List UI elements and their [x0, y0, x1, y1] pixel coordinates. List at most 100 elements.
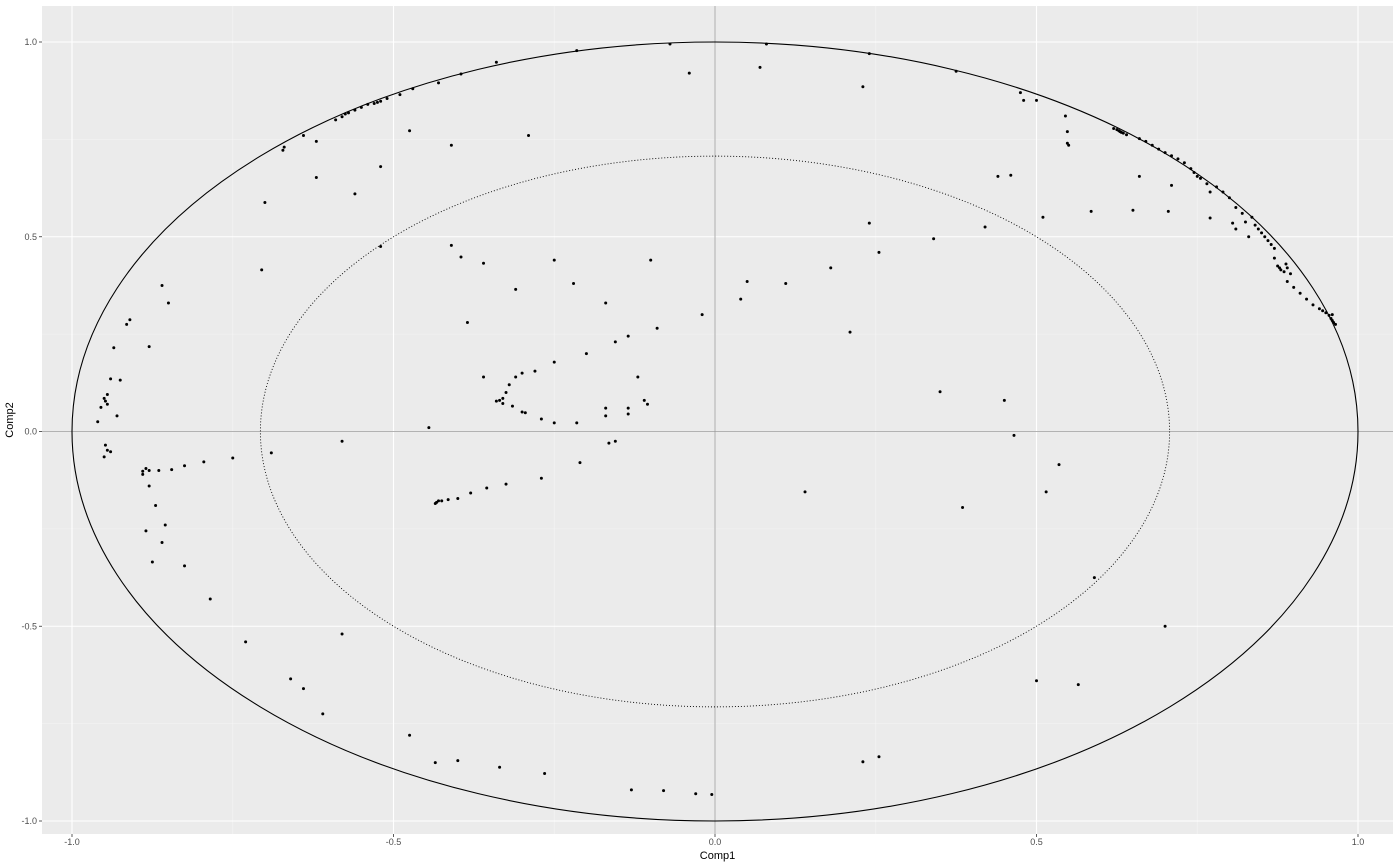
data-point [1150, 143, 1154, 147]
data-point [1279, 268, 1283, 272]
y-axis-ticks: -1.0 -0.5 0.0 0.5 1.0 [21, 37, 42, 826]
data-point [1221, 190, 1225, 194]
data-point [202, 460, 206, 464]
data-point [1157, 147, 1161, 151]
data-point [1260, 231, 1264, 235]
data-point [1208, 216, 1212, 220]
x-tick-label: -1.0 [64, 837, 80, 847]
data-point [1292, 285, 1296, 289]
data-point [1089, 209, 1093, 213]
unit-circle [71, 41, 1359, 822]
data-point [700, 313, 704, 317]
data-point [109, 450, 113, 454]
data-point [125, 322, 129, 326]
data-point [170, 468, 174, 472]
data-point [263, 200, 267, 204]
data-point [1256, 227, 1260, 231]
data-point [260, 268, 264, 272]
inner-dotted-circle [259, 155, 1171, 708]
data-point [533, 369, 537, 373]
data-point [1041, 215, 1045, 219]
data-point [183, 464, 187, 468]
data-point [282, 145, 286, 149]
data-point [1189, 167, 1193, 171]
data-point [366, 102, 370, 106]
data-point [1324, 311, 1328, 315]
data-point [160, 541, 164, 545]
data-point [437, 81, 441, 85]
data-point [1253, 223, 1257, 227]
data-point [552, 360, 556, 364]
y-tick-label: 0.0 [24, 427, 37, 437]
data-point [115, 414, 119, 418]
data-point [375, 100, 379, 104]
data-point [784, 281, 788, 285]
data-point [340, 115, 344, 119]
x-tick-label: 0.5 [1030, 837, 1043, 847]
data-point [128, 318, 132, 322]
data-point [398, 93, 402, 97]
data-point [446, 498, 450, 502]
data-point [163, 523, 167, 527]
x-tick-label: -0.5 [386, 837, 402, 847]
data-point [1288, 272, 1292, 276]
data-point [1285, 280, 1289, 284]
data-point [408, 733, 412, 737]
data-point [379, 165, 383, 169]
data-point [1125, 133, 1129, 137]
data-point [1231, 221, 1235, 225]
data-point [1012, 433, 1016, 437]
data-point [1092, 576, 1096, 580]
data-point [803, 490, 807, 494]
data-point [482, 261, 486, 265]
data-point [343, 112, 347, 116]
data-point [147, 345, 151, 349]
data-point [379, 99, 383, 103]
data-point [578, 461, 582, 465]
data-point [281, 148, 285, 152]
data-point [636, 375, 640, 379]
data-point [607, 441, 611, 445]
data-point [1137, 137, 1141, 141]
data-point [655, 326, 659, 330]
data-point [1198, 176, 1202, 180]
data-point [498, 398, 502, 402]
data-point [160, 283, 164, 287]
data-point [514, 287, 518, 291]
data-point [494, 399, 498, 403]
data-point [1067, 143, 1071, 147]
data-point [469, 491, 473, 495]
data-point [938, 390, 942, 394]
data-points [96, 42, 1337, 797]
data-point [1321, 309, 1325, 313]
data-point [539, 417, 543, 421]
data-point [1131, 208, 1135, 212]
plot-panel [42, 6, 1393, 834]
data-point [494, 60, 498, 64]
data-point [208, 597, 212, 601]
data-point [102, 455, 106, 459]
data-point [848, 330, 852, 334]
data-point [103, 399, 107, 403]
data-point [433, 761, 437, 765]
data-point [112, 346, 116, 350]
y-tick-label: 1.0 [24, 37, 37, 47]
data-point [411, 87, 415, 91]
data-point [520, 371, 524, 375]
data-point [314, 139, 318, 143]
data-point [1166, 209, 1170, 213]
data-point [440, 499, 444, 503]
data-point [427, 426, 431, 430]
data-point [861, 760, 865, 764]
data-point [1263, 235, 1267, 239]
data-point [504, 482, 508, 486]
data-point [459, 72, 463, 76]
data-point [1305, 297, 1309, 301]
data-point [346, 111, 350, 115]
data-point [244, 640, 248, 644]
data-point [575, 49, 579, 53]
data-point [1018, 91, 1022, 95]
data-point [96, 420, 100, 424]
data-point [1298, 291, 1302, 295]
data-point [144, 529, 148, 533]
